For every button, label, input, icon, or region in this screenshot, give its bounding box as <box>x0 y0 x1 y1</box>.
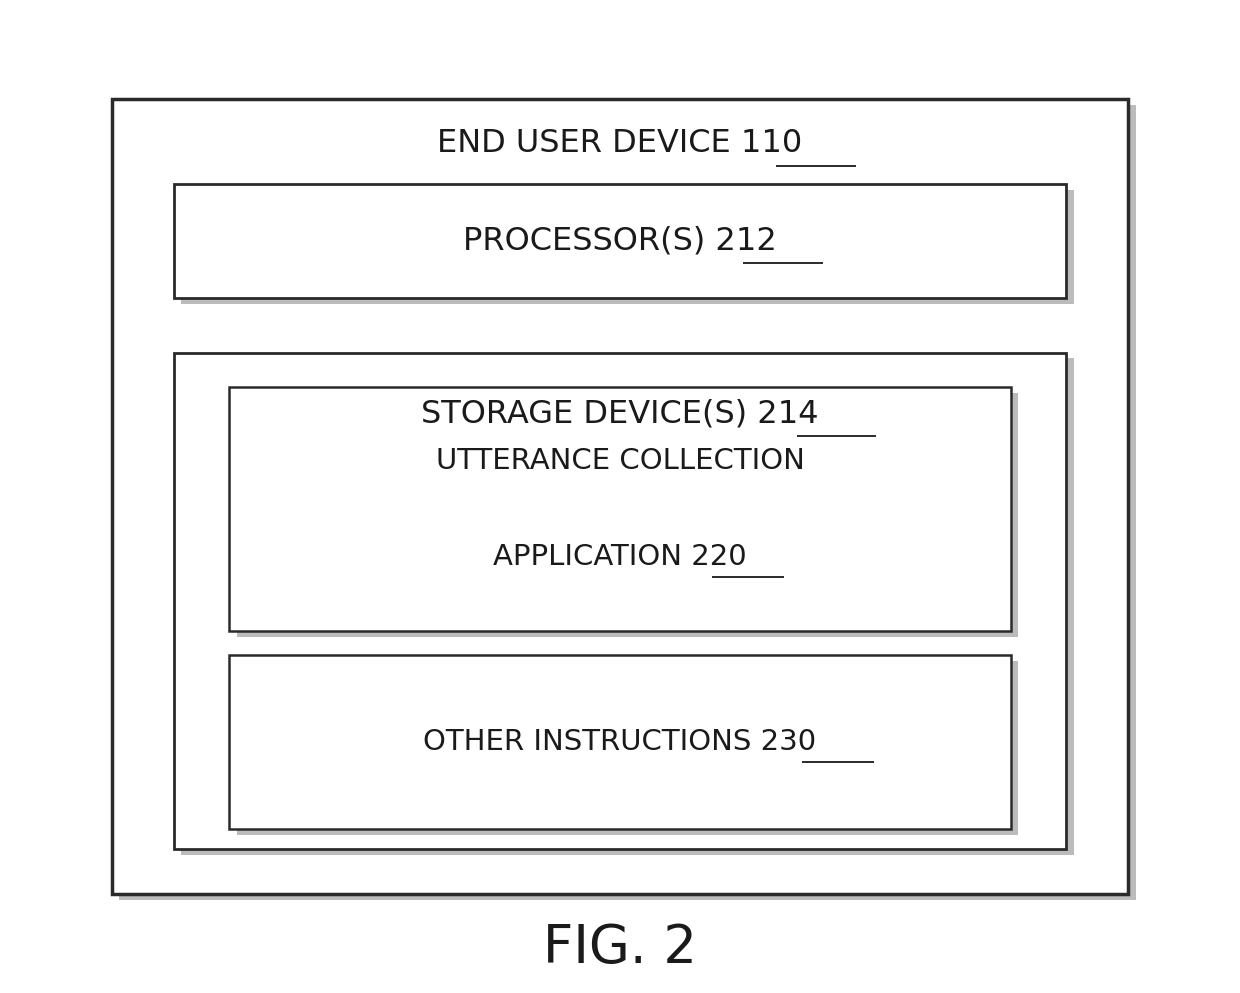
Bar <box>237 661 1018 835</box>
Bar <box>112 99 1128 894</box>
Text: OTHER INSTRUCTIONS 230: OTHER INSTRUCTIONS 230 <box>423 728 817 757</box>
Bar <box>181 190 1074 304</box>
Bar <box>229 655 1011 829</box>
Text: STORAGE DEVICE(S) 214: STORAGE DEVICE(S) 214 <box>422 398 818 430</box>
Bar <box>174 184 1066 298</box>
Text: APPLICATION 220: APPLICATION 220 <box>494 542 746 571</box>
Bar <box>119 105 1136 900</box>
Text: FIG. 2: FIG. 2 <box>543 922 697 974</box>
Text: UTTERANCE COLLECTION: UTTERANCE COLLECTION <box>435 447 805 476</box>
Bar <box>181 358 1074 855</box>
Text: PROCESSOR(S) 212: PROCESSOR(S) 212 <box>463 225 777 256</box>
Bar <box>237 393 1018 637</box>
Bar <box>229 387 1011 631</box>
Bar <box>174 353 1066 849</box>
Text: END USER DEVICE 110: END USER DEVICE 110 <box>438 128 802 160</box>
